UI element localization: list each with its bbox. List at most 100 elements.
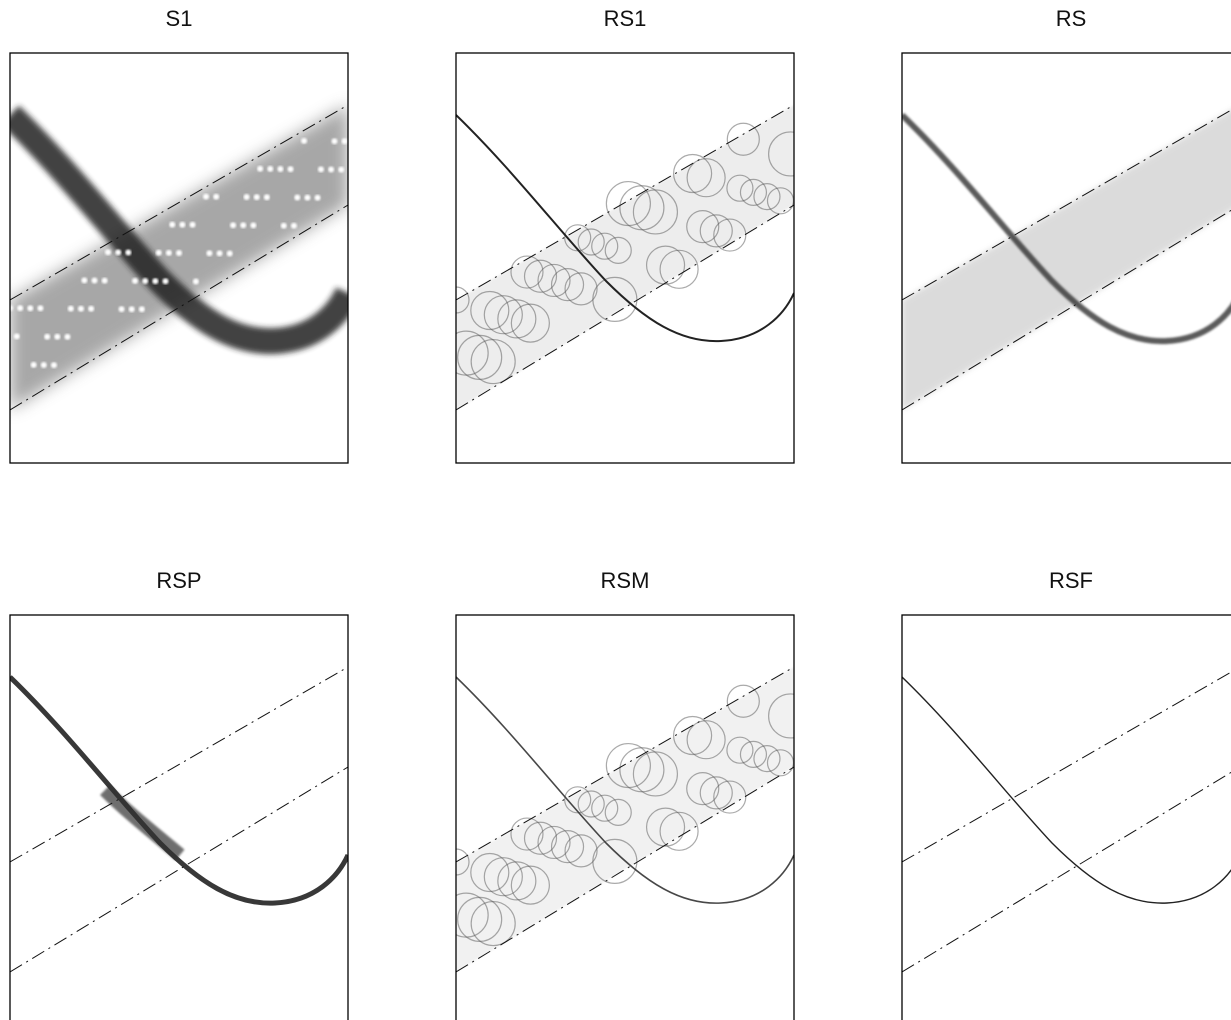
panel-title: S1 (166, 6, 193, 31)
dot (294, 194, 301, 201)
cell (604, 798, 632, 826)
dot (30, 361, 37, 368)
cell (510, 255, 544, 289)
curve (902, 676, 1231, 904)
panel-frame (9, 614, 349, 1020)
cell (550, 830, 585, 864)
dash-line (456, 766, 794, 973)
dot (257, 165, 264, 172)
dot (125, 249, 132, 256)
dash-line (10, 104, 348, 301)
dot (155, 249, 162, 256)
dot (115, 249, 122, 256)
cell (470, 290, 510, 331)
dot (230, 222, 237, 229)
dot (54, 333, 61, 340)
cell (686, 720, 726, 760)
dot (304, 194, 311, 201)
panel-title: RS (1056, 6, 1087, 31)
cell (726, 122, 760, 156)
panel-image (456, 666, 794, 973)
cell (456, 330, 489, 376)
cell (739, 740, 768, 768)
dot (37, 305, 44, 312)
dash-line (10, 204, 348, 411)
cell (605, 180, 651, 227)
cell (726, 174, 754, 202)
cell (523, 821, 558, 855)
cell (497, 861, 537, 901)
dot (88, 305, 95, 312)
dot (13, 333, 20, 340)
dot (216, 250, 223, 257)
cell (739, 178, 768, 206)
dot (132, 277, 139, 284)
panel (455, 52, 795, 464)
cell (510, 817, 544, 851)
dash-line (456, 666, 794, 863)
cell (605, 742, 651, 789)
dash-line (902, 671, 1231, 863)
dot (91, 277, 98, 284)
panel-frame (455, 614, 795, 1020)
dot (203, 193, 210, 200)
dot (301, 137, 308, 144)
dot (287, 166, 294, 173)
dot (213, 193, 220, 200)
dot (162, 278, 169, 285)
panel-frame (9, 52, 349, 464)
panel-image (902, 109, 1231, 411)
dot (67, 305, 74, 312)
dot (142, 278, 149, 284)
cell (497, 299, 537, 339)
cell (713, 218, 747, 252)
cell (577, 228, 605, 256)
dot (243, 194, 250, 200)
cell (726, 736, 754, 764)
dash-line (10, 666, 348, 863)
dot (10, 305, 13, 311)
dash-line (902, 109, 1231, 301)
panel-title: RS1 (604, 6, 647, 31)
dash-line (456, 104, 794, 301)
cell (699, 214, 733, 248)
panel (455, 614, 795, 1020)
cell (645, 807, 686, 847)
panel (9, 52, 349, 464)
density-band (10, 105, 348, 410)
dot (341, 138, 348, 145)
curve (10, 675, 348, 906)
dot (280, 222, 287, 229)
cell (470, 852, 510, 893)
cell (592, 276, 638, 322)
cell (753, 183, 781, 211)
dot (128, 306, 135, 313)
cell (537, 263, 571, 298)
cell (713, 780, 747, 814)
cell (659, 811, 699, 851)
dash-line (456, 204, 794, 411)
cell (564, 272, 598, 306)
dot (40, 362, 47, 368)
cell (456, 848, 470, 876)
panel-image (456, 104, 794, 411)
panel (901, 52, 1231, 464)
curve (10, 105, 348, 355)
cell (510, 865, 550, 905)
curve-smear (100, 785, 185, 861)
dot (64, 333, 71, 340)
cell (686, 158, 726, 198)
panel-image (10, 104, 348, 411)
dot (263, 194, 270, 201)
cell (604, 236, 632, 264)
panel-frame (901, 52, 1231, 464)
cell (591, 794, 619, 822)
panel-title: RSM (601, 568, 650, 593)
dot (226, 250, 233, 257)
cell (510, 303, 550, 343)
cell (564, 786, 592, 814)
cell (753, 745, 781, 773)
dot (267, 165, 274, 172)
cell (577, 790, 605, 818)
